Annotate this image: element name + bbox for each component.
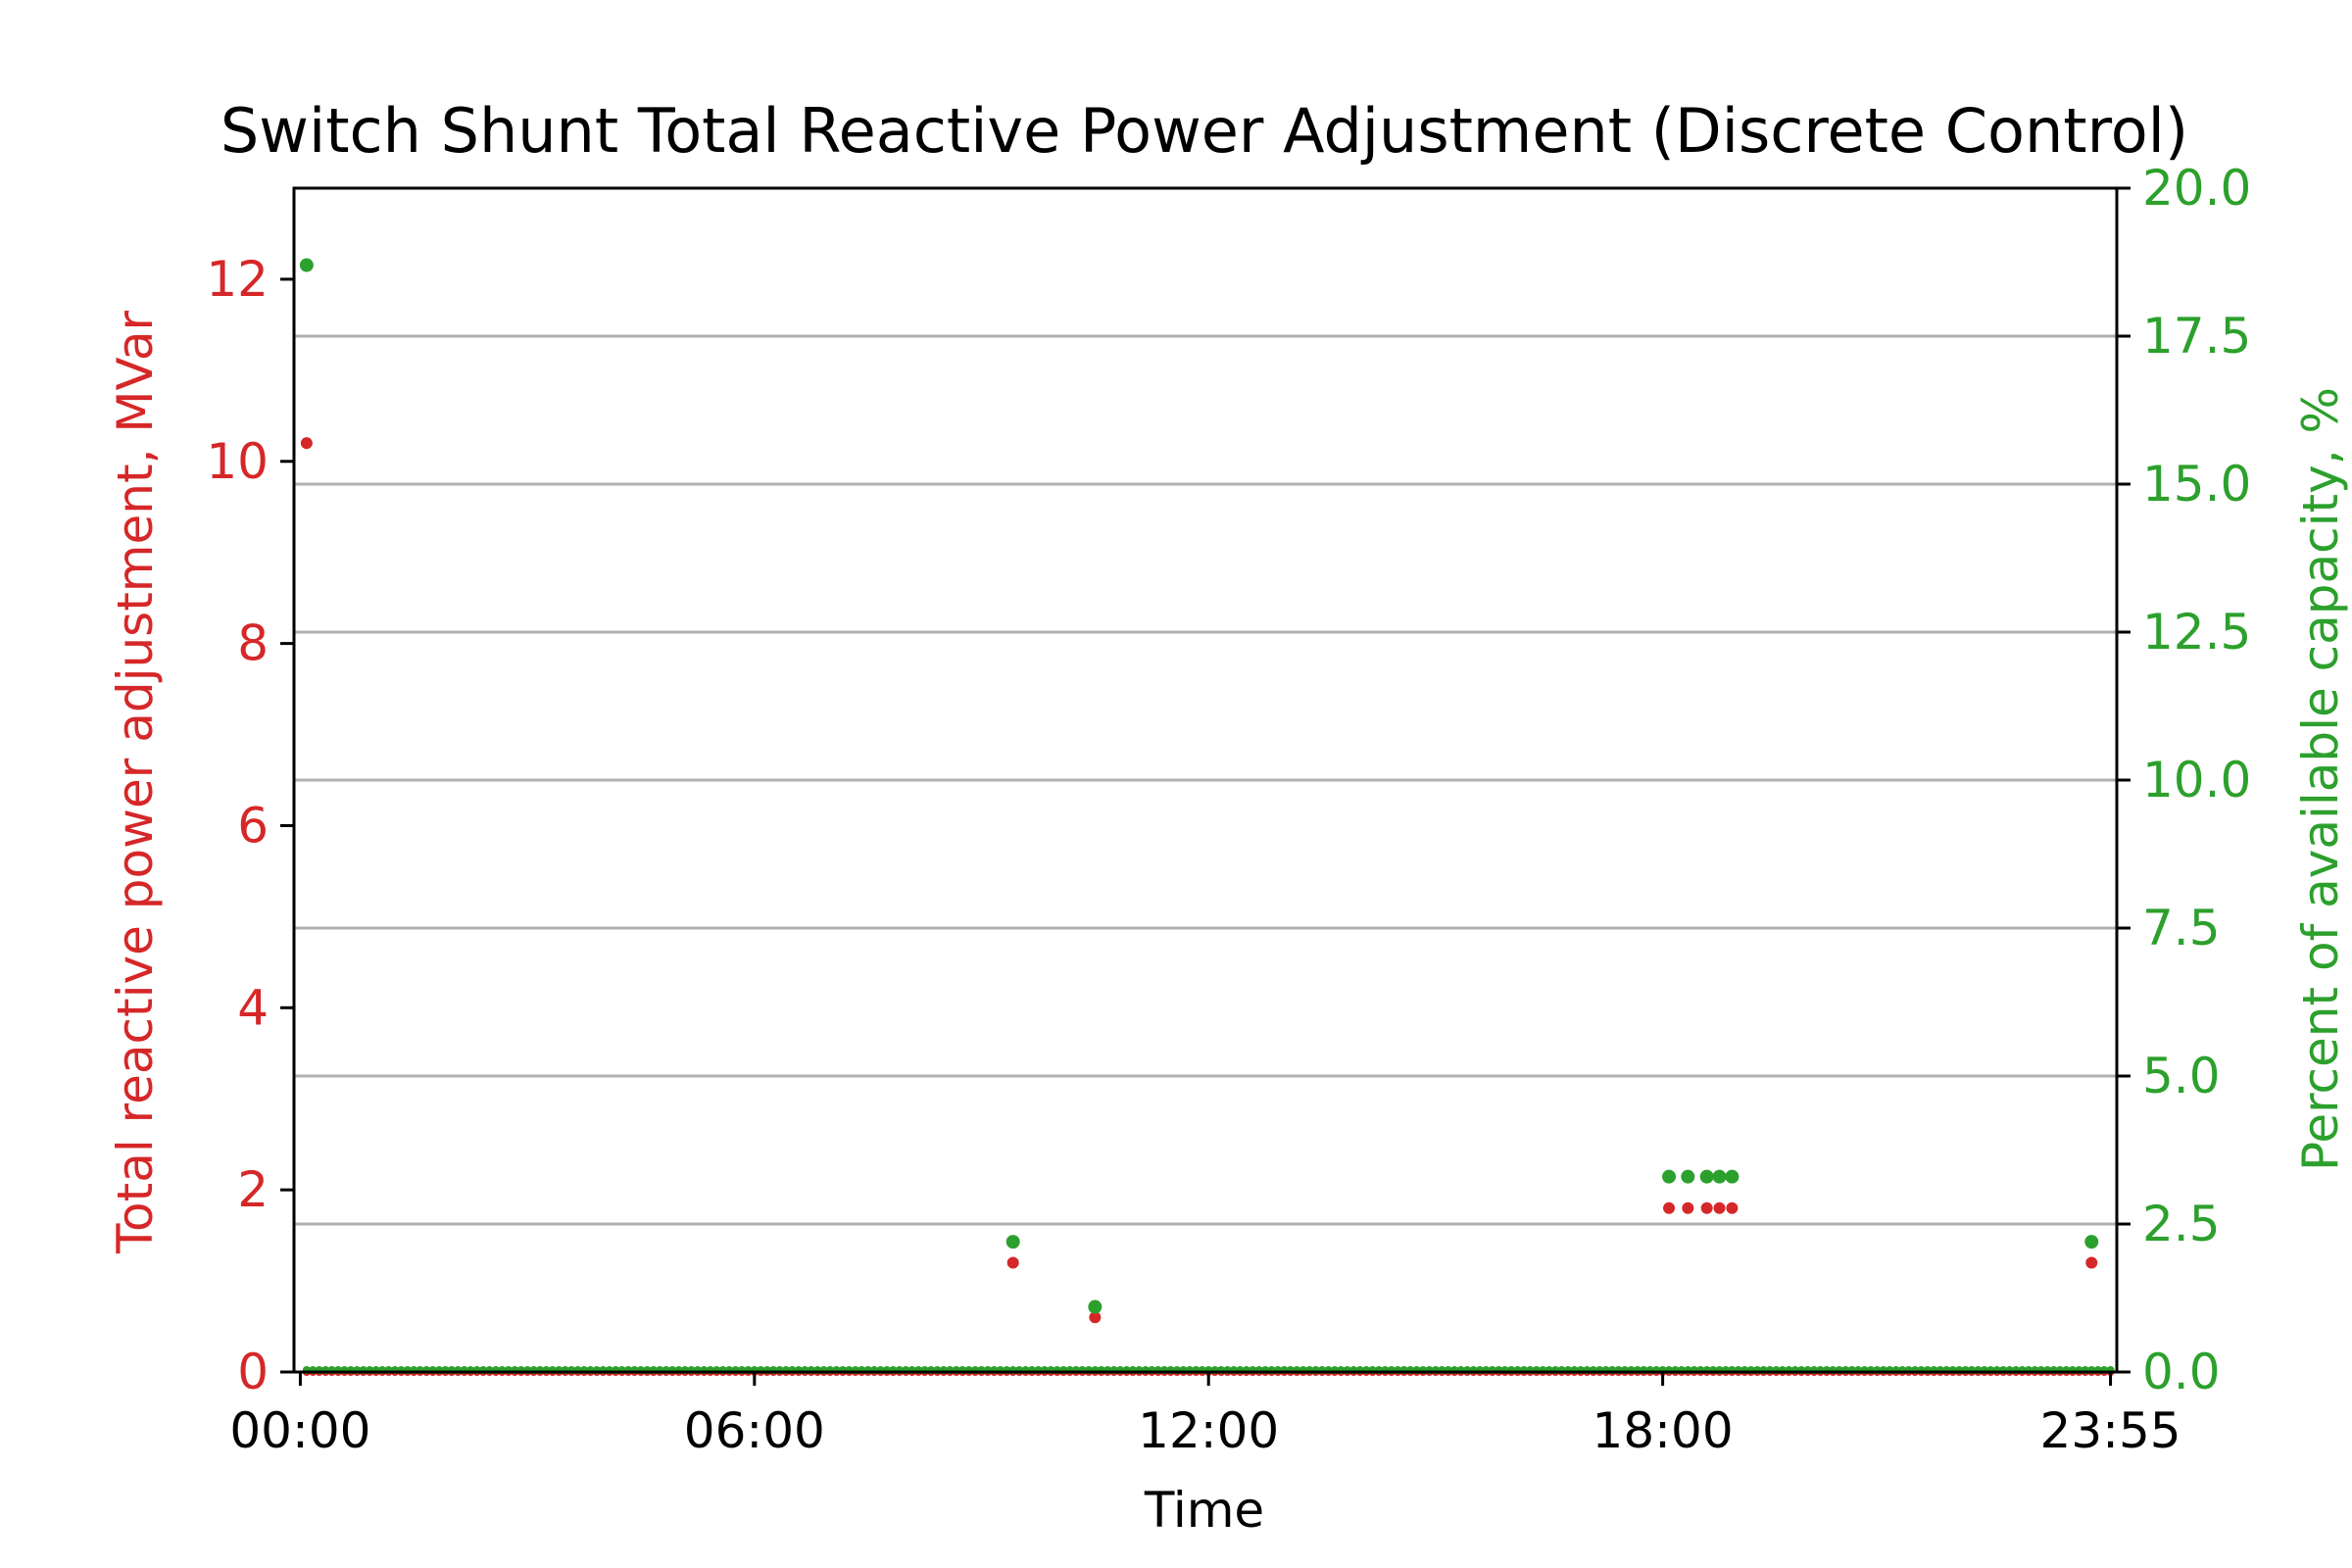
- data-point-mvar: [1726, 1201, 1739, 1214]
- data-point-percent: [1699, 1169, 1714, 1184]
- data-point-mvar: [1682, 1201, 1694, 1214]
- y-right-tick-label: 10.0: [2142, 752, 2251, 808]
- data-point-percent: [1662, 1169, 1677, 1184]
- x-tick-label: 23:55: [2040, 1402, 2181, 1459]
- data-point-percent: [1712, 1169, 1727, 1184]
- data-point-percent: [299, 258, 314, 272]
- data-point-mvar: [300, 437, 313, 450]
- data-point-mvar: [1713, 1201, 1726, 1214]
- y-left-tick-label: 12: [206, 251, 269, 308]
- y-right-tick-label: 12.5: [2142, 604, 2251, 661]
- data-point-percent: [1088, 1299, 1102, 1314]
- y-left-tick-label: 2: [237, 1161, 269, 1218]
- chart-title: Switch Shunt Total Reactive Power Adjust…: [220, 95, 2188, 167]
- y-left-tick-label: 6: [237, 797, 269, 854]
- y-left-tick-label: 8: [237, 615, 269, 672]
- y-right-tick-label: 15.0: [2142, 456, 2251, 513]
- y-right-tick-label: 0.0: [2142, 1344, 2221, 1400]
- data-point-mvar: [1700, 1201, 1713, 1214]
- x-tick-label: 00:00: [229, 1402, 370, 1459]
- data-point-mvar: [1006, 1256, 1019, 1269]
- y-left-axis: 0 2 4 6 8 10 12: [206, 251, 294, 1400]
- y-right-tick-label: 5.0: [2142, 1048, 2221, 1104]
- data-point-percent: [1681, 1169, 1695, 1184]
- x-tick-label: 18:00: [1592, 1402, 1734, 1459]
- y-right-axis-label: Percent of available capacity, %: [2292, 387, 2349, 1171]
- data-point-percent: [2084, 1235, 2099, 1250]
- x-tick-label: 12:00: [1138, 1402, 1279, 1459]
- grid-layer: [294, 186, 2117, 1374]
- x-axis-label: Time: [1144, 1482, 1264, 1539]
- y-right-tick-label: 20.0: [2142, 160, 2251, 217]
- y-right-tick-label: 7.5: [2142, 900, 2221, 956]
- y-left-tick-label: 4: [237, 979, 269, 1036]
- x-tick-label: 06:00: [684, 1402, 825, 1459]
- y-right-tick-label: 2.5: [2142, 1196, 2221, 1252]
- y-right-axis: 0.0 2.5 5.0 7.5 10.0 12.5 15.0 17.5 20.0: [2117, 160, 2251, 1400]
- data-point-percent: [1725, 1169, 1740, 1184]
- data-point-percent: [1005, 1235, 1020, 1250]
- y-left-tick-label: 10: [206, 433, 269, 490]
- y-left-tick-label: 0: [237, 1344, 269, 1400]
- data-point-mvar: [2085, 1256, 2098, 1269]
- y-left-axis-label: Total reactive power adjustment, MVar: [107, 311, 164, 1254]
- points-layer: [299, 258, 2099, 1324]
- data-point-mvar: [1663, 1201, 1676, 1214]
- data-point-mvar: [1089, 1311, 1102, 1324]
- x-axis: 00:00 06:00 12:00 18:00 23:55: [229, 1372, 2181, 1459]
- y-right-tick-label: 17.5: [2142, 308, 2251, 365]
